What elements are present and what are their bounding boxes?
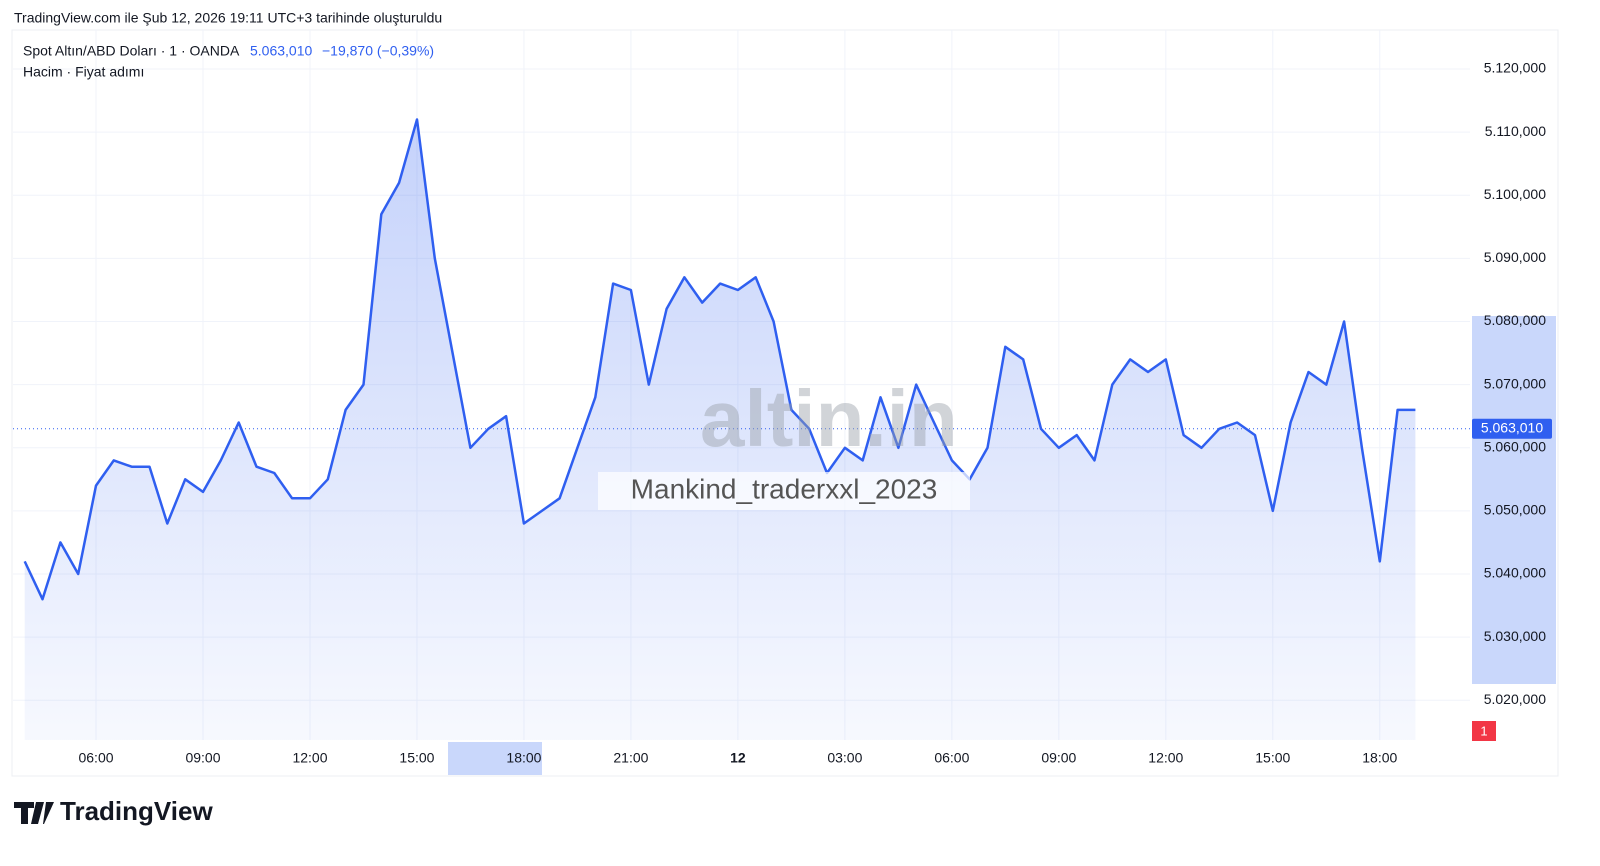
last-price-label: 5.063,010: [1481, 419, 1543, 435]
y-tick-label: 5.080,000: [1484, 312, 1546, 328]
x-tick-label: 12: [730, 750, 746, 766]
x-tick-label: 21:00: [613, 750, 648, 766]
caption: TradingView.com ile Şub 12, 2026 19:11 U…: [14, 10, 442, 26]
y-tick-label: 5.060,000: [1484, 438, 1546, 454]
time-highlight: [448, 742, 542, 775]
y-tick-label: 5.100,000: [1484, 186, 1546, 202]
chart-title: Spot Altın/ABD Doları · 1 · OANDA: [23, 43, 240, 59]
badge-bg: [1472, 721, 1496, 741]
frame: [11, 29, 1559, 777]
header-price: 5.063,010: [250, 43, 312, 59]
y-tick-label: 5.120,000: [1484, 60, 1546, 76]
area: [24, 119, 1416, 740]
x-tick-label: 06:00: [78, 750, 113, 766]
y-tick-label: 5.090,000: [1484, 249, 1546, 265]
subtitle: Hacim · Fiyat adımı: [23, 64, 144, 80]
x-tick-label: 12:00: [292, 750, 327, 766]
y-tick-label: 5.110,000: [1485, 123, 1546, 139]
brand: TradingView: [60, 796, 213, 826]
y-tick-label: 5.030,000: [1484, 628, 1546, 644]
y-tick-label: 5.050,000: [1484, 502, 1546, 518]
author-bg: [598, 472, 970, 510]
header-change: −19,870 (−0,39%): [322, 43, 434, 59]
line: [23, 118, 1416, 601]
author: Mankind_traderxxl_2023: [631, 473, 938, 504]
x-tick-label: 03:00: [827, 750, 862, 766]
x-tick-label: 12:00: [1148, 750, 1183, 766]
x-tick-label: 18:00: [1362, 750, 1397, 766]
x-tick-label: 09:00: [185, 750, 220, 766]
x-tick-label: 15:00: [1255, 750, 1290, 766]
badge: 1: [1480, 723, 1487, 738]
watermark: altin.in: [700, 374, 958, 463]
y-tick-label: 5.020,000: [1484, 691, 1546, 707]
x-tick-label: 06:00: [934, 750, 969, 766]
x-tick-label: 09:00: [1041, 750, 1076, 766]
x-tick-label: 15:00: [399, 750, 434, 766]
y-tick-label: 5.070,000: [1484, 375, 1546, 391]
price-highlight: [1472, 316, 1556, 684]
brand-logo: [14, 802, 54, 824]
last-price-tag: [1472, 418, 1552, 439]
y-tick-label: 5.040,000: [1484, 565, 1546, 581]
x-tick-label: 18:00: [506, 750, 541, 766]
